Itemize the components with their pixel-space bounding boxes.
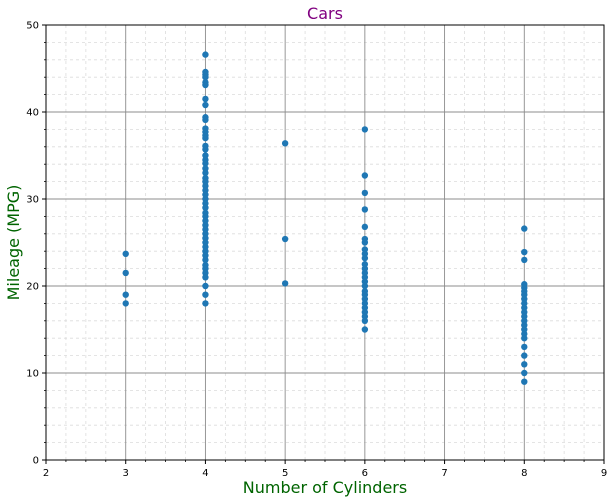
x-tick-label: 6 — [362, 468, 368, 479]
x-axis-label: Number of Cylinders — [243, 478, 407, 497]
data-point — [521, 248, 528, 256]
data-point — [202, 256, 209, 264]
data-point — [361, 206, 369, 213]
x-tick-label: 9 — [601, 468, 607, 479]
y-tick-label: 20 — [26, 282, 39, 293]
data-points — [122, 51, 528, 385]
data-point — [281, 280, 289, 287]
x-tick-label: 7 — [441, 468, 447, 479]
data-point — [202, 116, 209, 124]
data-point — [361, 189, 369, 197]
data-point — [521, 378, 528, 385]
data-point — [281, 235, 289, 243]
data-point — [122, 291, 129, 298]
data-point — [521, 256, 528, 264]
data-point — [202, 274, 209, 281]
data-point — [122, 269, 129, 277]
data-point — [202, 95, 209, 103]
data-point — [521, 369, 528, 377]
x-tick-label: 4 — [202, 468, 208, 479]
data-point — [202, 160, 209, 167]
y-tick-label: 40 — [26, 108, 39, 119]
data-point — [202, 204, 209, 211]
x-tick-label: 8 — [521, 468, 527, 479]
minor-grid — [46, 25, 604, 460]
axis-ticks — [42, 24, 605, 464]
x-tick-label: 5 — [282, 468, 288, 479]
data-point — [521, 225, 528, 232]
data-point — [361, 317, 369, 324]
data-point — [202, 51, 209, 58]
y-axis-label: Mileage (MPG) — [4, 185, 23, 301]
data-point — [521, 335, 528, 342]
data-point — [361, 126, 369, 133]
data-point — [521, 352, 528, 359]
data-point — [202, 291, 209, 298]
y-tick-label: 10 — [26, 369, 39, 380]
data-point — [202, 300, 209, 307]
data-point — [361, 172, 369, 179]
data-point — [281, 140, 289, 147]
data-point — [521, 361, 528, 368]
data-point — [202, 169, 209, 177]
x-tick-label: 2 — [43, 468, 49, 479]
data-point — [361, 326, 369, 333]
chart-title: Cars — [307, 4, 343, 23]
data-point — [202, 146, 209, 153]
data-point — [361, 254, 369, 262]
data-point — [202, 101, 209, 109]
data-point — [202, 134, 209, 142]
data-point — [202, 282, 209, 290]
data-point — [361, 282, 369, 290]
data-point — [361, 239, 369, 246]
x-tick-label: 3 — [123, 468, 129, 479]
data-point — [361, 223, 369, 231]
data-point — [122, 250, 129, 258]
data-point — [521, 343, 528, 351]
data-point — [122, 300, 129, 307]
tick-labels: 2 3 4 5 6 7 8 9 0 10 20 30 40 50 — [26, 21, 607, 480]
y-tick-label: 50 — [26, 21, 39, 32]
y-tick-label: 0 — [33, 456, 39, 467]
data-point — [202, 74, 209, 81]
y-tick-label: 30 — [26, 195, 39, 206]
data-point — [202, 81, 209, 89]
